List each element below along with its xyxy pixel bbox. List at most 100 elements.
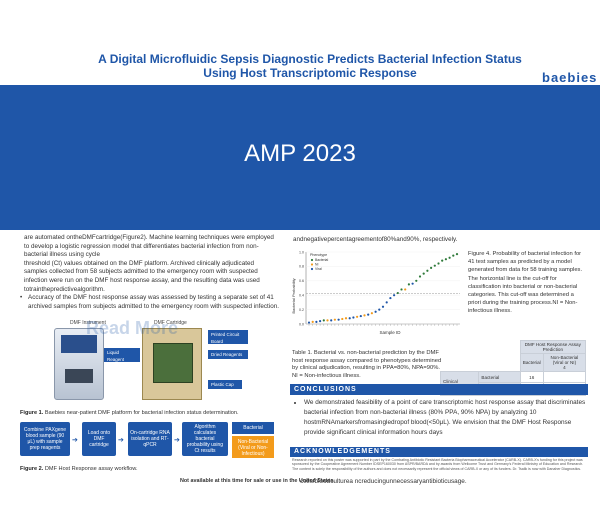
conclusions-tail: cells/bloodculturea ncreducingunnecessar… [300,478,467,485]
chart-point-bacterial [448,256,451,259]
chart-point-bacterial [426,269,429,272]
conclusions-line: bacterial infection from non-bacterial i… [304,409,537,416]
chart-point-viral [359,314,362,318]
regulatory-note: Not available at this time for sale or u… [180,478,335,484]
table-corner [441,341,521,354]
chart-point-viral [381,305,385,308]
probability-chart: 0.0 0.2 0.4 0.6 0.8 1.0 PhenotypeBacterialNIV… [291,250,460,335]
chart-point-bacterial [437,262,440,265]
figure-1-caption-text: Baebies near-patient DMF platform for ba… [44,410,239,416]
chart-point-viral [385,301,388,304]
chart-point-ni [363,314,366,317]
chart-point-ni [341,317,344,321]
chart-legend-marker [310,267,314,271]
workflow-step-4: Algorithm calculates bacterial probabili… [182,422,228,456]
chart-point-bacterial [430,266,433,269]
chart-point-bacterial [455,253,459,256]
chart-point-ni [404,288,407,291]
chart-point-bacterial [400,288,403,291]
figure-1-caption-label: Figure 1. [20,410,44,416]
chart-axes: 0.0 0.2 0.4 0.6 0.8 1.0 [299,250,460,326]
chart-point-viral [411,282,414,285]
chart-tick-label: 0.2 [299,308,304,312]
chart-point-bacterial [444,258,447,261]
conclusions-list: We demonstrated feasibility of a point o… [298,398,588,438]
chart-point-viral [378,308,381,311]
figure-4-caption: Figure 4. Probability of bacterial infec… [468,251,583,315]
chart-point-ni [356,315,359,318]
figure-2-workflow: Combine PAXgene blood sample (90 μL) wit… [20,422,280,462]
instrument-slot [65,369,93,383]
conclusions-line: hostmRNAmarkersfromasingledropof blood(<… [304,419,572,426]
chart-legend-entry: Bacterial [315,258,328,262]
figure-2-caption-text: DMF Host Response assay workflow. [44,466,138,472]
chart-point-viral [348,317,351,320]
poster-title-line1: A Digital Microfluidic Sepsis Diagnostic… [98,52,522,66]
chart-point-bacterial [407,283,410,286]
chart-legend-entry: NI [315,263,318,267]
chart-point-viral [374,310,377,313]
chart-point-ni [311,320,314,323]
outcome-bacterial: Bacterial [232,422,274,434]
methods-paragraph-1: are automated ontheDMFcartridge(Figure2)… [24,234,274,259]
callout-dried-reagents: Dried Reagents [208,350,248,359]
dmf-instrument-image [54,328,104,400]
outcome-non-bacterial: Non-Bacterial (Viral or Non-Infectious) [232,436,274,458]
chart-point-viral [330,319,333,322]
chart-point-bacterial [322,319,325,322]
chart-ylabel: Bacterial Probability [291,278,296,313]
chart-points [307,253,459,326]
chart-legend-entry: Viral [315,267,322,271]
conclusions-line: We demonstrated feasibility of a point o… [304,398,588,408]
arrow-right-icon: ➔ [118,437,124,444]
acknowledgements-text: Research reported on this poster was sup… [292,458,584,471]
label-dmf-instrument: DMF Instrument [70,320,106,326]
chart-point-bacterial [415,279,418,282]
chart-point-ni [370,312,373,315]
table-row-label: Bacterial [478,371,521,383]
methods-paragraph-2: threshold (Ct) values obtained on the DM… [24,259,260,293]
poster-title-line2: Using Host Transcriptomic Response [203,66,417,80]
chart-point-ni [326,319,329,322]
figure-1: DMF Instrument DMF Cartridge Liquid Reag… [42,320,287,408]
table-col-nonbacterial-label: Non-Bacterial (Viral or NI) [550,355,579,365]
table-cell [542,371,587,383]
chart-tick-label: 0.0 [299,322,304,326]
workflow-step-2: Load onto DMF cartridge [82,422,116,456]
conclusions-line: provide significant clinical information… [304,429,443,436]
read-more-overlay[interactable]: Read More [86,318,179,338]
chart-point-viral [307,321,311,324]
workflow-step-1: Combine PAXgene blood sample (90 μL) wit… [20,422,70,456]
figure-2-caption: Figure 2. DMF Host Response assay workfl… [20,466,290,472]
chart-legend-marker [310,263,314,266]
chart-point-ni [344,317,348,320]
table-col-nonbacterial-count: 4 [563,365,566,370]
chart-point-bacterial [418,275,422,278]
results-text: andnegativepercentagreementof80%and90%, … [293,236,458,243]
arrow-right-icon: ➔ [174,437,180,444]
figure-1-caption: Figure 1. Baebies near-patient DMF platf… [20,410,290,416]
poster-title: A Digital Microfluidic Sepsis Diagnostic… [60,52,560,80]
methods-text: are automated ontheDMFcartridge(Figure2)… [20,234,279,311]
chart-point-viral [393,294,396,297]
table-corner [441,354,521,372]
table-col-nonbacterial: Non-Bacterial (Viral or NI) 4 [542,353,587,372]
chart-point-bacterial [422,272,425,275]
figure-2-caption-label: Figure 2. [20,466,44,472]
banner-text: AMP 2023 [244,140,356,167]
callout-plastic-cap: Plastic Cap [208,380,242,389]
chart-tick-label: 0.8 [299,265,304,269]
chart-point-bacterial [452,254,455,257]
dmf-cartridge-image [142,328,202,400]
methods-paragraph-3: Accuracy of the DMF host response assay … [20,294,279,311]
chart-xlabel: Sample ID [379,330,401,335]
chart-tick-label: 1.0 [299,250,304,254]
table-header-group: DMF Host Response Assay Prediction [519,340,587,354]
chart-legend-marker [310,258,314,262]
callout-pcb: Printed Circuit Board [208,330,248,344]
chart-tick-label: 0.6 [299,279,304,283]
table-col-bacterial: Bacterial [519,353,544,372]
acknowledgements-heading: ACKNOWLEDGEMENTS [290,447,588,457]
chart-point-viral [367,313,370,316]
